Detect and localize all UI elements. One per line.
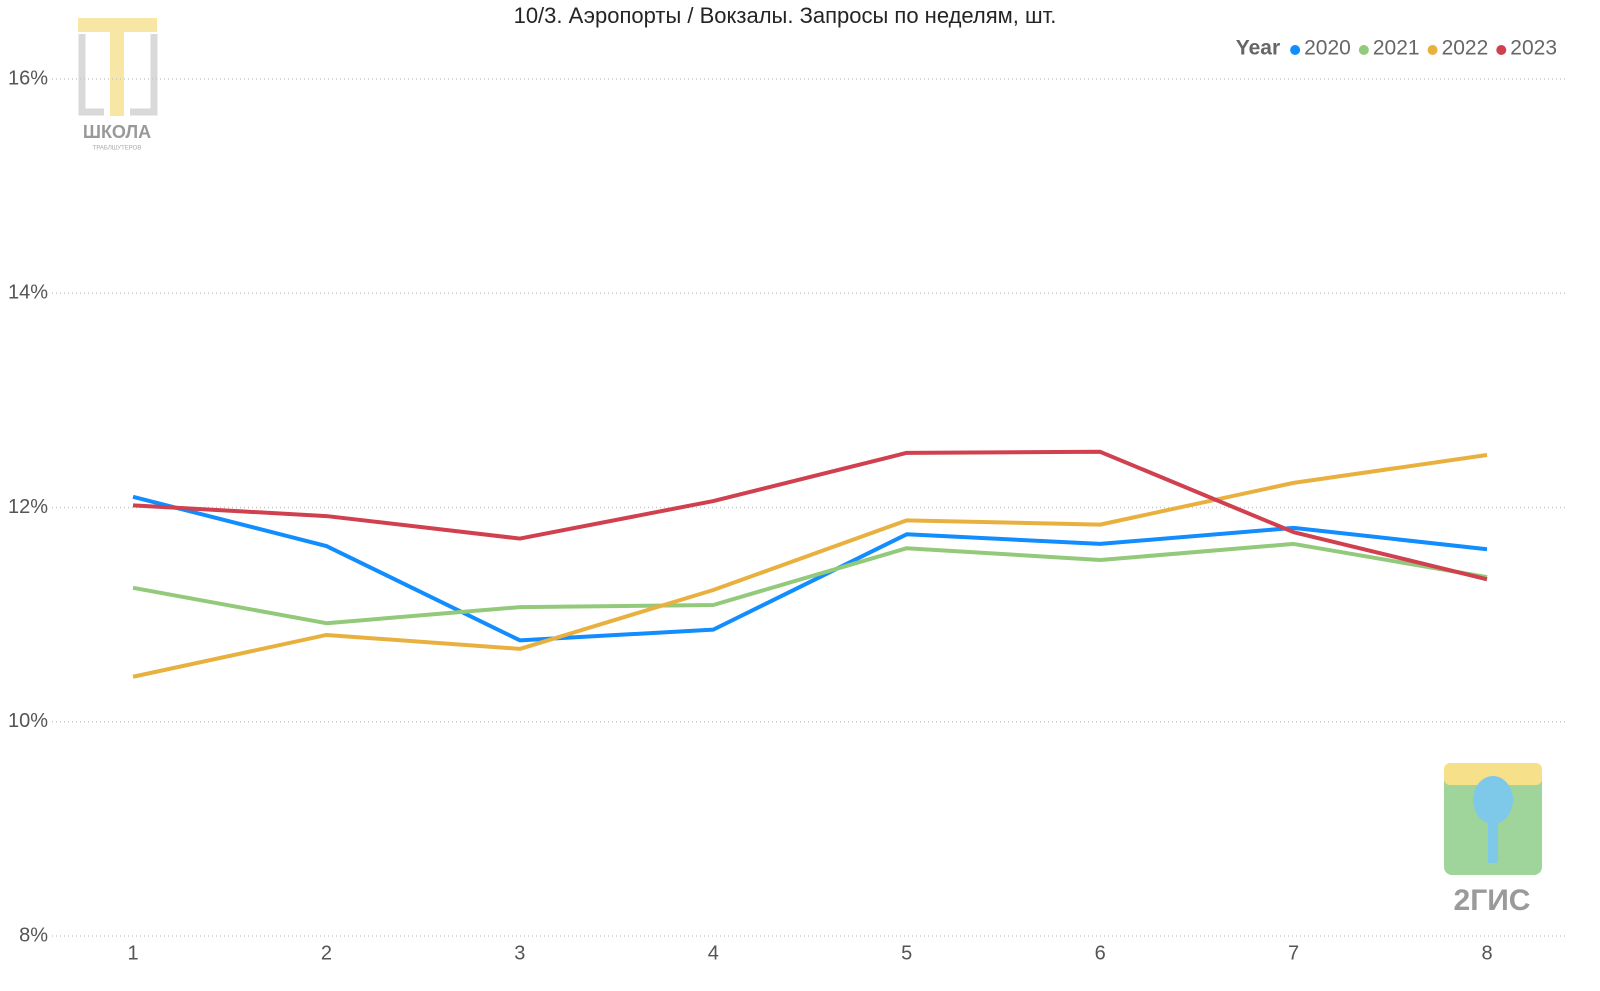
x-tick-label: 5 (901, 942, 912, 964)
gis-logo: 2ГИС (1444, 763, 1542, 917)
legend-label: 2022 (1442, 37, 1489, 60)
logo-shape (1444, 763, 1542, 785)
legend: Year 2020 2021 2022 2023 (1236, 37, 1557, 60)
legend-marker (1290, 45, 1301, 55)
logo-subtext: ТРАБЛШУТЕРОВ (93, 146, 142, 152)
y-tick-label: 8% (19, 924, 48, 946)
x-tick-label: 8 (1481, 942, 1492, 964)
legend-marker (1427, 45, 1438, 55)
y-tick-label: 12% (8, 496, 48, 518)
x-tick-label: 6 (1095, 942, 1106, 964)
line-series (132, 494, 1488, 643)
x-tick-label: 2 (321, 942, 332, 964)
logo-shape (110, 18, 124, 116)
y-tick-label: 10% (8, 710, 48, 732)
logo-text: 2ГИС (1454, 884, 1531, 917)
line-series (132, 453, 1488, 679)
legend-label: 2023 (1510, 37, 1557, 60)
legend-title: Year (1236, 37, 1280, 60)
x-tick-label: 1 (127, 942, 138, 964)
legend-label: 2021 (1373, 37, 1420, 60)
chart-title: 10/3. Аэропорты / Вокзалы. Запросы по не… (514, 3, 1057, 28)
x-tick-label: 4 (708, 942, 719, 964)
legend-label: 2020 (1304, 37, 1351, 60)
y-tick-label: 14% (8, 282, 48, 304)
logo-shape (78, 34, 158, 116)
logo-shape (1473, 776, 1513, 824)
y-tick-label: 16% (8, 67, 48, 89)
school-logo: ШКОЛА ТРАБЛШУТЕРОВ (78, 18, 158, 152)
line-series (132, 449, 1488, 582)
legend-marker (1496, 45, 1507, 55)
legend-marker (1358, 45, 1369, 55)
line-series (132, 541, 1488, 626)
x-tick-label: 7 (1288, 942, 1299, 964)
logo-shape (1488, 815, 1498, 863)
x-tick-label: 3 (514, 942, 525, 964)
logo-text: ШКОЛА (83, 122, 151, 142)
